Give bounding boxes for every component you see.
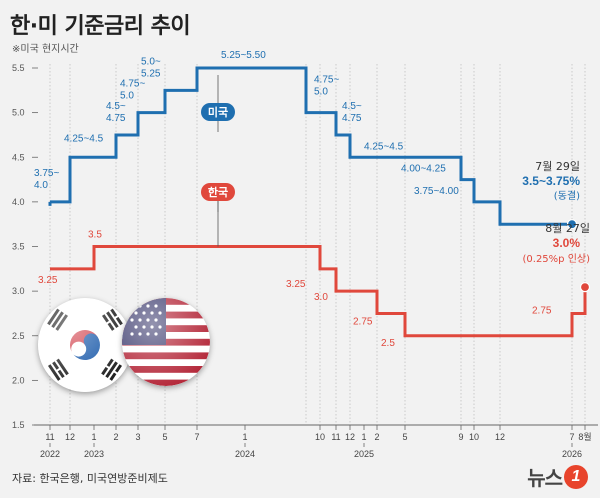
x-year-label: 2023 [84,449,104,459]
x-tick-label: 7 [194,432,199,442]
kr-rate-endpoint [579,282,591,293]
kr-value-label: 3.0 [314,292,328,303]
x-tick-label: 10 [469,432,479,442]
usa-flag-icon [122,298,210,386]
news1-logo: 뉴스 1 [527,462,588,491]
us-series-name: 미국 [208,105,228,119]
kr-annotation-note: (0.25%p 인상) [523,253,591,265]
us-value-label: 4.25~4.5 [64,133,104,144]
kr-annotation-date: 8월 27일 [545,221,590,235]
us-value-label: 5.25 [141,68,161,79]
x-year-label: 2025 [354,449,374,459]
logo-badge: 1 [564,464,588,489]
x-tick-label: 5 [402,432,407,442]
x-tick-label: 10 [315,432,325,442]
kr-value-label: 3.5 [88,230,102,241]
x-tick-label: 5 [162,432,167,442]
us-value-label: 4.75 [342,113,362,124]
us-value-label: 3.75~4.00 [414,186,459,197]
us-value-label: 4.0 [34,180,48,191]
us-value-label: 4.25~4.5 [364,141,404,152]
source-note: 자료: 한국은행, 미국연방준비제도 [12,472,168,485]
logo-text: 뉴스 [527,466,563,490]
y-tick-label: 4.5 [12,152,25,162]
y-tick-label: 3.5 [12,242,25,252]
chart-title: 한·미 기준금리 추이 [10,14,191,39]
us-value-label: 3.75~ [34,168,59,179]
y-tick-label: 2.5 [12,331,25,341]
kr-series-name: 한국 [208,185,228,199]
x-tick-label: 1 [242,432,247,442]
kr-value-label: 3.25 [286,279,306,290]
x-tick-label: 2 [113,432,118,442]
x-tick-label: 8월 [578,431,591,442]
y-tick-label: 2.0 [12,375,25,385]
us-rate-endpoint [566,219,578,230]
x-tick-label: 2 [374,432,379,442]
us-rate-line [50,66,572,226]
kr-value-label: 2.75 [353,316,373,327]
x-tick-label: 12 [495,432,505,442]
us-annotation-date: 7월 29일 [535,159,580,173]
us-value-label: 4.5~ [342,101,362,112]
us-series-pill [201,103,235,121]
x-tick-label: 11 [45,432,54,442]
x-tick-label: 7 [569,432,574,442]
x-year-label: 2024 [235,449,255,459]
y-tick-label: 4.0 [12,197,25,207]
kr-value-label: 2.75 [532,305,552,316]
kr-series-pill [201,183,235,201]
kr-rate-line [50,245,587,338]
y-tick-label: 3.0 [12,286,25,296]
kr-value-label: 2.5 [381,338,395,349]
kr-value-label: 3.25 [38,275,58,286]
us-annotation-note: (동결) [554,190,580,202]
us-value-label: 4.5~ [106,101,126,112]
us-value-label: 4.75~ [120,79,145,90]
us-annotation-value: 3.5~3.75% [522,174,580,188]
kr-annotation-value: 3.0% [553,236,581,250]
x-tick-label: 12 [345,432,355,442]
x-tick-label: 3 [135,432,140,442]
us-value-label: 4.00~4.25 [401,164,446,175]
y-tick-label: 5.0 [12,108,25,118]
us-value-label: 4.75~ [314,75,339,86]
us-value-label: 5.0~ [141,56,161,67]
y-tick-label: 5.5 [12,63,25,73]
us-value-label: 5.0 [314,87,328,98]
us-value-label: 5.0 [120,91,134,102]
us-value-label: 5.25~5.50 [221,50,266,61]
x-tick-label: 12 [65,432,75,442]
x-tick-label: 1 [91,432,96,442]
y-tick-label: 1.5 [12,420,25,430]
x-year-label: 2022 [40,449,60,459]
us-value-label: 4.75 [106,113,126,124]
south-korea-flag-icon [38,298,132,392]
x-tick-label: 11 [331,432,340,442]
chart-subtitle: ※미국 현지시간 [12,44,79,55]
x-year-label: 2026 [562,449,582,459]
x-tick-label: 9 [458,432,463,442]
x-tick-label: 1 [361,432,366,442]
